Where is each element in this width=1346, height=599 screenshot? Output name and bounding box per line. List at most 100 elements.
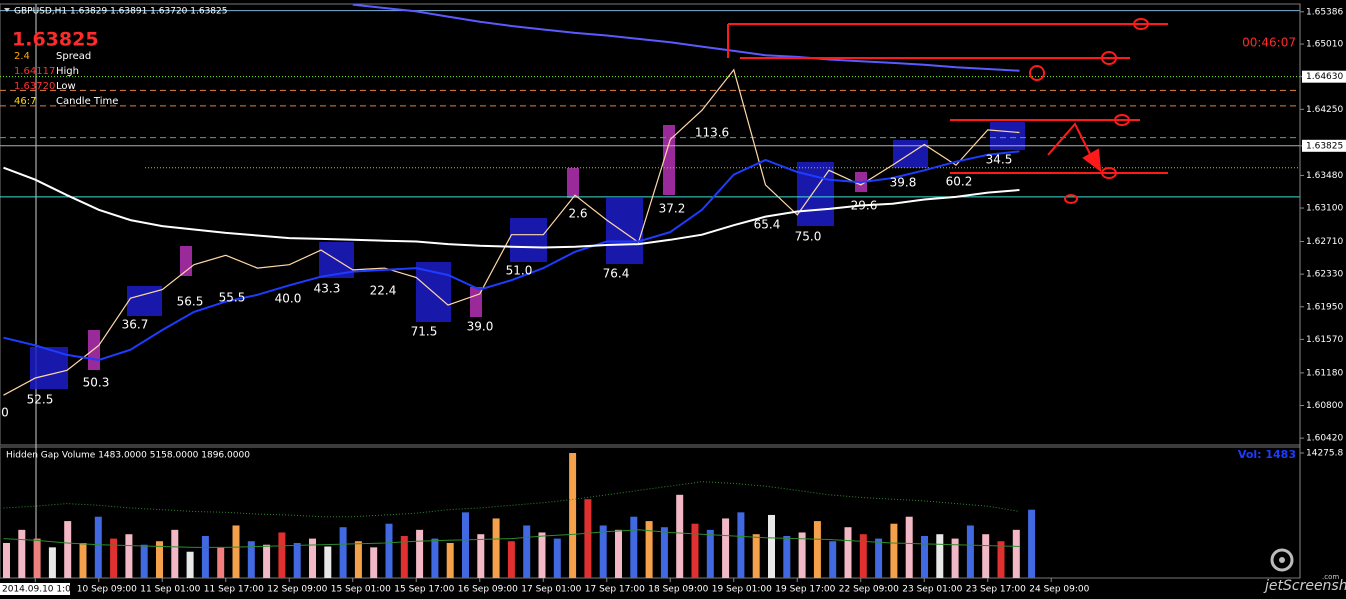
- x-tick-label: 15 Sep 17:00: [394, 585, 454, 595]
- volume-bar: [1012, 529, 1020, 578]
- volume-bar: [966, 525, 974, 578]
- volume-title: Hidden Gap Volume 1483.0000 5158.0000 18…: [6, 451, 250, 461]
- current-price: 1.63825: [12, 29, 99, 51]
- volume-bar: [79, 542, 87, 578]
- x-tick-label: 16 Sep 09:00: [458, 585, 518, 595]
- zone-box: [606, 198, 643, 264]
- annotation: 55.5: [219, 291, 246, 305]
- volume-bar: [370, 547, 378, 578]
- volume-bar: [859, 534, 867, 578]
- volume-bar: [171, 529, 179, 578]
- volume-bar: [584, 499, 592, 578]
- volume-bar: [446, 542, 454, 578]
- annotation: 39.0: [467, 320, 494, 334]
- y-tick-label: 1.62710: [1306, 237, 1343, 247]
- watermark-text: jetScreenshot: [1263, 578, 1346, 594]
- volume-bar: [553, 538, 561, 578]
- x-tick-label: 11 Sep 01:00: [140, 585, 200, 595]
- menu-triangle: [4, 8, 10, 12]
- info-value: 46:7: [14, 96, 36, 107]
- zone-box: [510, 218, 547, 262]
- volume-bar: [33, 538, 41, 578]
- volume-bar: [921, 535, 928, 578]
- volume-bar: [936, 534, 944, 578]
- annotation: 60.2: [946, 175, 973, 189]
- volume-bar: [829, 541, 837, 578]
- red-circle: [1114, 114, 1130, 126]
- volume-bar: [354, 541, 362, 578]
- volume-bar: [201, 535, 209, 578]
- x-tick-label: 19 Sep 01:00: [712, 585, 772, 595]
- annotation: 2.6: [568, 207, 587, 221]
- info-label: Candle Time: [56, 96, 118, 107]
- red-circle: [1029, 65, 1045, 81]
- annotation: 71.5: [411, 325, 438, 339]
- x-tick-label: 19 Sep 17:00: [775, 585, 835, 595]
- zone-box: [470, 287, 482, 317]
- volume-bar: [64, 521, 72, 578]
- volume-bar: [798, 532, 806, 578]
- red-circle: [1133, 18, 1149, 30]
- current-price-box: [1302, 139, 1346, 152]
- volume-bar: [905, 516, 913, 578]
- volume-bar: [890, 523, 898, 578]
- plot: 0 52.5 50.3 36.7 56.5 55.5 40.0 43.3 22.4 71.5 39.…: [0, 3, 1300, 578]
- red-circle: [1101, 51, 1117, 65]
- volume-bar: [599, 525, 607, 578]
- volume-bar: [462, 512, 469, 578]
- y-tick-label: 1.61180: [1306, 368, 1343, 378]
- volume-bar: [263, 544, 271, 578]
- volume-bar: [3, 542, 10, 578]
- volume-bar: [431, 538, 439, 578]
- price-line: [3, 68, 1020, 396]
- red-circle: [1101, 167, 1117, 179]
- annotation: 50.3: [83, 376, 110, 390]
- watermark: jetScreenshot .com: [1263, 548, 1346, 594]
- y-tick-label: 1.63480: [1306, 171, 1343, 181]
- y-tick-label: 1.65010: [1306, 40, 1343, 50]
- info-label: High: [56, 66, 79, 77]
- x-tick-label: 15 Sep 01:00: [331, 585, 391, 595]
- annotation: 51.0: [506, 264, 533, 278]
- annotation: 56.5: [177, 295, 204, 309]
- info-value: 2.4: [14, 51, 30, 62]
- volume-bar: [844, 527, 852, 578]
- volume-bar: [660, 527, 668, 578]
- volume-bar: [416, 529, 424, 578]
- x-tick-label: 23 Sep 01:00: [902, 585, 962, 595]
- current-price-box: [1302, 70, 1346, 83]
- volume-bar: [110, 538, 118, 578]
- volume-bar: [385, 523, 393, 578]
- y-tick-label: 1.60420: [1306, 434, 1343, 444]
- y-tick-label: 1.64250: [1306, 105, 1343, 115]
- annotation: 52.5: [27, 393, 54, 407]
- volume-bar: [630, 516, 638, 578]
- y-tick-label: 1.64630: [1306, 72, 1343, 82]
- volume-bar: [1028, 509, 1036, 578]
- y-tick-label: 14275.8: [1306, 449, 1343, 459]
- volume-bar: [615, 529, 622, 578]
- annotation: 76.4: [603, 267, 630, 281]
- annotation: 43.3: [314, 282, 341, 296]
- annotation: 36.7: [122, 318, 149, 332]
- volume-bar: [722, 518, 730, 578]
- x-label-box: [0, 583, 70, 595]
- drawings: [727, 18, 1168, 204]
- annotation: 65.4: [754, 218, 781, 232]
- x-tick-label: 18 Sep 09:00: [648, 585, 708, 595]
- arrow-head: [1082, 148, 1102, 173]
- volume-bar: [48, 547, 56, 578]
- volume-bar: [492, 518, 500, 578]
- watermark-icon: [1270, 548, 1294, 572]
- volume-bar: [94, 516, 102, 578]
- red-circle: [1064, 194, 1078, 204]
- volume-label: Vol: 1483: [1238, 448, 1296, 461]
- x-tick-label: 12 Sep 09:00: [267, 585, 327, 595]
- y-tick-label: 1.63825: [1306, 141, 1343, 151]
- x-tick-label: 10 Sep 09:00: [77, 585, 137, 595]
- volume-bar: [645, 521, 653, 578]
- price-line: [3, 166, 1020, 249]
